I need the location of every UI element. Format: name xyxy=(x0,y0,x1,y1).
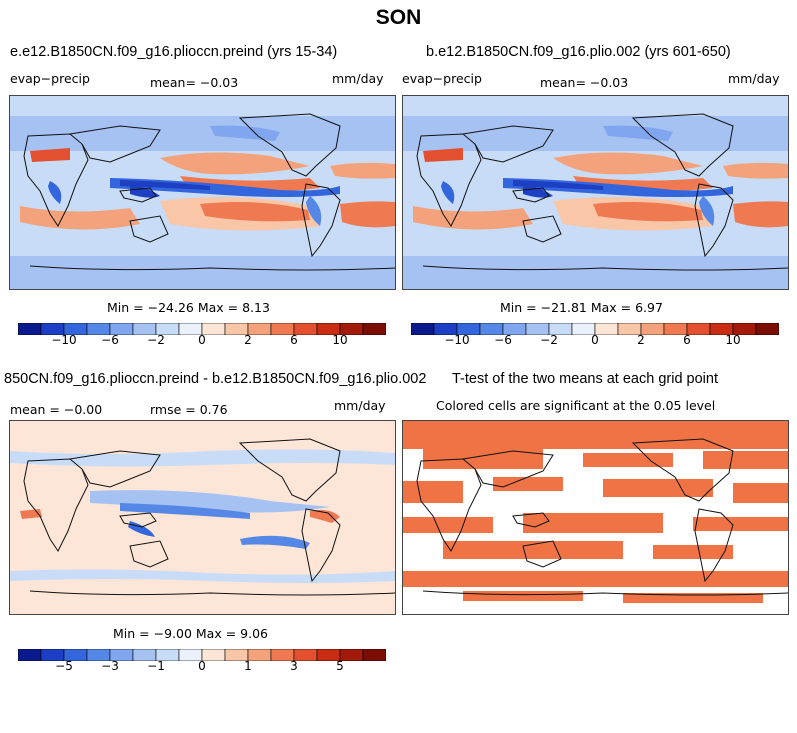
panel4-map xyxy=(402,420,789,615)
coastlines xyxy=(23,438,395,596)
panel1-map xyxy=(9,95,396,290)
colorbar-tick-label: 0 xyxy=(591,333,599,347)
panel1-map-svg xyxy=(10,96,395,289)
diff-band-north xyxy=(10,449,395,467)
colorbar-swatch xyxy=(362,322,387,336)
colorbar-tick-label: 0 xyxy=(198,659,206,673)
colorbar-tick-label: −1 xyxy=(147,659,165,673)
panel3-minmax: Min = −9.00 Max = 9.06 xyxy=(113,626,268,641)
panel2-units-label: mm/day xyxy=(728,71,780,86)
diff-spcz xyxy=(240,535,310,549)
n-atlantic-subtropic xyxy=(330,162,395,179)
s-indian-subtropic xyxy=(20,206,140,230)
s-pacific-high xyxy=(593,202,703,222)
colorbar-tick-label: −3 xyxy=(101,659,119,673)
colorbar-tick-label: −6 xyxy=(101,333,119,347)
panel2-title: b.e12.B1850CN.f09_g16.plio.002 (yrs 601-… xyxy=(426,44,731,60)
colorbar-tick-label: 6 xyxy=(290,333,298,347)
storm-track-north xyxy=(403,116,788,151)
coastlines xyxy=(416,438,788,596)
significant-cells xyxy=(403,421,788,603)
colorbar-swatch xyxy=(755,322,780,336)
panel1-units-label: mm/day xyxy=(332,71,384,86)
colorbar-tick-label: −10 xyxy=(444,333,470,347)
colorbar-tick-label: 10 xyxy=(725,333,741,347)
colorbar-tick-label: 10 xyxy=(332,333,348,347)
panel1-mean-label: mean= −0.03 xyxy=(150,75,239,90)
africa-wet xyxy=(48,181,62,204)
panel3-units-label: mm/day xyxy=(334,398,386,413)
sahara-red xyxy=(423,148,463,162)
colorbar-swatch xyxy=(17,322,42,336)
diff-itcz xyxy=(120,503,250,519)
colorbar-swatch xyxy=(17,648,42,662)
warm-pool xyxy=(523,184,553,198)
itcz-core xyxy=(120,180,210,190)
n-pacific-wet xyxy=(603,125,673,141)
panel3-map-svg xyxy=(10,421,395,614)
s-atlantic-high xyxy=(340,201,395,228)
panel2-map xyxy=(402,95,789,290)
storm-track-north xyxy=(10,116,395,151)
panel4-subtitle: Colored cells are significant at the 0.0… xyxy=(436,398,716,413)
panel4-title: T-test of the two means at each grid poi… xyxy=(452,371,718,387)
colorbar-tick-label: −2 xyxy=(147,333,165,347)
colorbar-tick-label: 3 xyxy=(290,659,298,673)
colorbar-swatch xyxy=(410,322,435,336)
colorbar-tick-label: 6 xyxy=(683,333,691,347)
n-atlantic-subtropic xyxy=(723,162,788,179)
panel3-rmse-label: rmse = 0.76 xyxy=(150,402,228,417)
africa-wet xyxy=(441,181,455,204)
panel3-mean-label: mean = −0.00 xyxy=(10,402,103,417)
warm-pool xyxy=(130,184,160,198)
season-title: SON xyxy=(375,6,422,29)
panel3-map xyxy=(9,420,396,615)
colorbar-tick-label: −2 xyxy=(540,333,558,347)
n-pacific-wet xyxy=(210,125,280,141)
coastlines xyxy=(23,113,395,271)
diff-red-east xyxy=(310,509,340,523)
panel1-variable-label: evap−precip xyxy=(10,71,90,86)
colorbar-tick-label: −10 xyxy=(51,333,77,347)
s-indian-subtropic xyxy=(413,206,533,230)
panel1-minmax: Min = −24.26 Max = 8.13 xyxy=(107,300,270,315)
colorbar-tick-label: 0 xyxy=(198,333,206,347)
panel2-minmax: Min = −21.81 Max = 6.97 xyxy=(500,300,663,315)
colorbar-tick-label: 2 xyxy=(637,333,645,347)
colorbar-tick-label: 1 xyxy=(244,659,252,673)
panel2-variable-label: evap−precip xyxy=(402,71,482,86)
colorbar-swatch xyxy=(362,648,387,662)
s-pacific-high xyxy=(200,202,310,222)
panel3-title: 850CN.f09_g16.plioccn.preind - b.e12.B18… xyxy=(4,371,427,387)
diff-band-south xyxy=(10,569,395,583)
colorbar-tick-label: −5 xyxy=(55,659,73,673)
storm-track-south xyxy=(10,256,395,289)
amazon-wet xyxy=(699,196,715,226)
sahara-red xyxy=(30,148,70,162)
n-pacific-subtropic xyxy=(553,152,703,175)
n-pacific-subtropic xyxy=(160,152,310,175)
coastlines xyxy=(416,113,788,271)
amazon-wet xyxy=(306,196,322,226)
panel2-map-svg xyxy=(403,96,788,289)
itcz-core xyxy=(513,180,603,190)
colorbar-tick-label: 2 xyxy=(244,333,252,347)
colorbar-tick-label: −6 xyxy=(494,333,512,347)
storm-track-south xyxy=(403,256,788,289)
diff-band-tropic xyxy=(90,490,330,513)
colorbar-tick-label: 5 xyxy=(336,659,344,673)
s-atlantic-high xyxy=(733,201,788,228)
panel4-map-svg xyxy=(403,421,788,614)
panel1-title: e.e12.B1850CN.f09_g16.plioccn.preind (yr… xyxy=(10,44,338,60)
panel2-mean-label: mean= −0.03 xyxy=(540,75,629,90)
